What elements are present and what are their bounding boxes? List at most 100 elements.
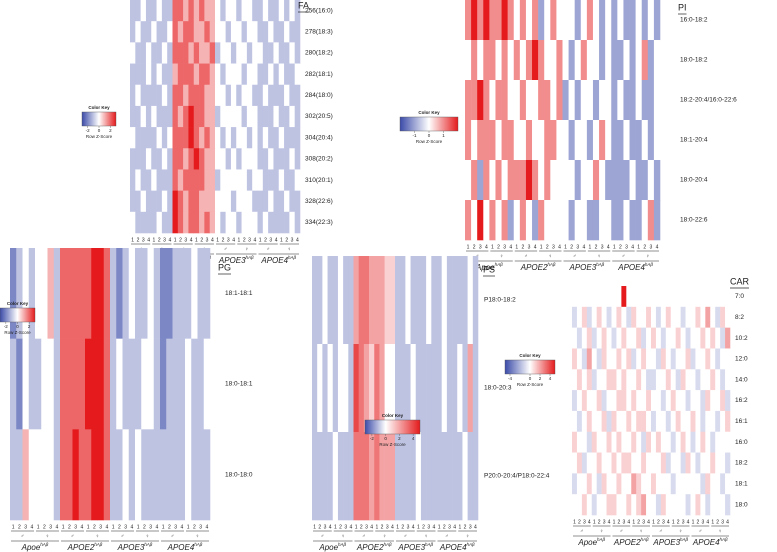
- key-title: Color Key: [418, 110, 440, 115]
- heatmap-cell: [690, 431, 696, 453]
- heatmap-cell: [690, 369, 696, 391]
- heatmap-cell: [183, 211, 189, 234]
- heatmap-cell: [209, 63, 216, 86]
- heatmap-cell: [653, 0, 661, 41]
- heatmap-cell: [562, 40, 569, 81]
- column-label: 4: [687, 519, 690, 525]
- column-label: 2: [43, 524, 46, 530]
- column-label: 4: [168, 237, 171, 243]
- heatmap-cell: [172, 190, 179, 213]
- heatmap-cell: [646, 410, 652, 433]
- heatmap-cell: [556, 40, 563, 81]
- panel-title: PI: [678, 2, 687, 12]
- heatmap-cell: [273, 127, 280, 149]
- heatmap-cell: [348, 344, 354, 433]
- heatmap-cell: [710, 410, 716, 433]
- heatmap-cell: [97, 248, 105, 339]
- heatmap-cell: [580, 80, 588, 121]
- heatmap-cell: [415, 432, 422, 521]
- column-label: 2: [697, 519, 700, 525]
- heatmap-cell: [145, 169, 152, 191]
- heatmap-cell: [611, 473, 617, 495]
- heatmap-cell: [53, 338, 61, 430]
- heatmap-cell: [690, 473, 696, 495]
- heatmap-cell: [236, 42, 242, 64]
- heatmap-cell: [220, 63, 226, 86]
- heatmap-cell: [462, 344, 468, 433]
- heatmap-cell: [519, 160, 527, 201]
- group-superscript: hAβ: [495, 262, 504, 267]
- heatmap-cell: [167, 0, 173, 22]
- heatmap-cell: [471, 200, 478, 241]
- heatmap-cell: [651, 327, 657, 349]
- heatmap-cell: [353, 344, 359, 433]
- column-label: 3: [99, 524, 102, 530]
- heatmap-cell: [572, 494, 578, 516]
- heatmap-cell: [426, 432, 432, 521]
- heatmap-cell: [715, 431, 721, 453]
- heatmap-cell: [135, 0, 141, 22]
- column-label: 1: [540, 244, 543, 250]
- heatmap-cell: [641, 80, 649, 121]
- heatmap-cell: [161, 148, 168, 170]
- heatmap-cell: [426, 344, 432, 433]
- heatmap-cell: [215, 63, 221, 86]
- heatmap-cell: [695, 369, 701, 391]
- heatmap-cell: [532, 0, 539, 41]
- heatmap-cell: [151, 148, 157, 170]
- heatmap-cell: [655, 410, 662, 433]
- heatmap-cell: [230, 105, 237, 128]
- heatmap-cell: [641, 494, 647, 516]
- sex-label: ♂: [362, 533, 366, 539]
- heatmap-cell: [35, 248, 42, 339]
- heatmap-cell: [130, 148, 136, 170]
- heatmap-cell: [720, 369, 726, 391]
- heatmap-cell: [145, 0, 152, 22]
- heatmap-cell: [489, 0, 496, 41]
- heatmap-cell: [172, 169, 179, 191]
- heatmap-cell: [167, 169, 173, 191]
- heatmap-cell: [710, 327, 716, 349]
- sex-label: ♀: [548, 253, 552, 259]
- column-label: 2: [443, 524, 446, 530]
- heatmap-cell: [215, 42, 221, 64]
- heatmap-cell: [467, 256, 474, 345]
- column-label: 2: [473, 244, 476, 250]
- heatmap-cell: [695, 452, 701, 474]
- heatmap-cell: [513, 80, 521, 121]
- heatmap-cell: [700, 286, 706, 308]
- column-label: 1: [112, 524, 115, 530]
- heatmap-cell: [465, 120, 472, 161]
- heatmap-cell: [675, 327, 681, 349]
- heatmap-cell: [685, 390, 691, 412]
- heatmap-cell: [457, 256, 463, 345]
- heatmap-cell: [680, 348, 686, 370]
- heatmap-cell: [273, 211, 280, 234]
- heatmap-cell: [572, 431, 578, 453]
- column-label: 2: [243, 237, 246, 243]
- heatmap-cell: [651, 410, 657, 433]
- heatmap-cell: [145, 84, 152, 107]
- heatmap-cell: [209, 148, 216, 170]
- heatmap-cell: [172, 0, 179, 22]
- heatmap-cell: [294, 169, 301, 191]
- heatmap-cell: [278, 42, 285, 64]
- heatmap-cell: [616, 431, 622, 453]
- sex-label: ♂: [659, 528, 663, 534]
- heatmap-cell: [140, 63, 147, 86]
- heatmap-cell: [568, 80, 575, 121]
- heatmap-cell: [273, 0, 280, 22]
- group-superscript: hAβ: [597, 537, 606, 542]
- heatmap-cell: [204, 190, 210, 213]
- heatmap-cell: [636, 327, 642, 349]
- heatmap-cell: [586, 286, 593, 308]
- heatmap-cell: [273, 148, 280, 170]
- heatmap-cell: [284, 84, 290, 107]
- group-name: APOE3: [218, 256, 246, 265]
- heatmap-cell: [653, 120, 661, 161]
- heatmap-cell: [332, 344, 339, 433]
- heatmap-cell: [596, 494, 602, 516]
- heatmap-cell: [246, 63, 253, 86]
- heatmap-cell: [655, 494, 662, 516]
